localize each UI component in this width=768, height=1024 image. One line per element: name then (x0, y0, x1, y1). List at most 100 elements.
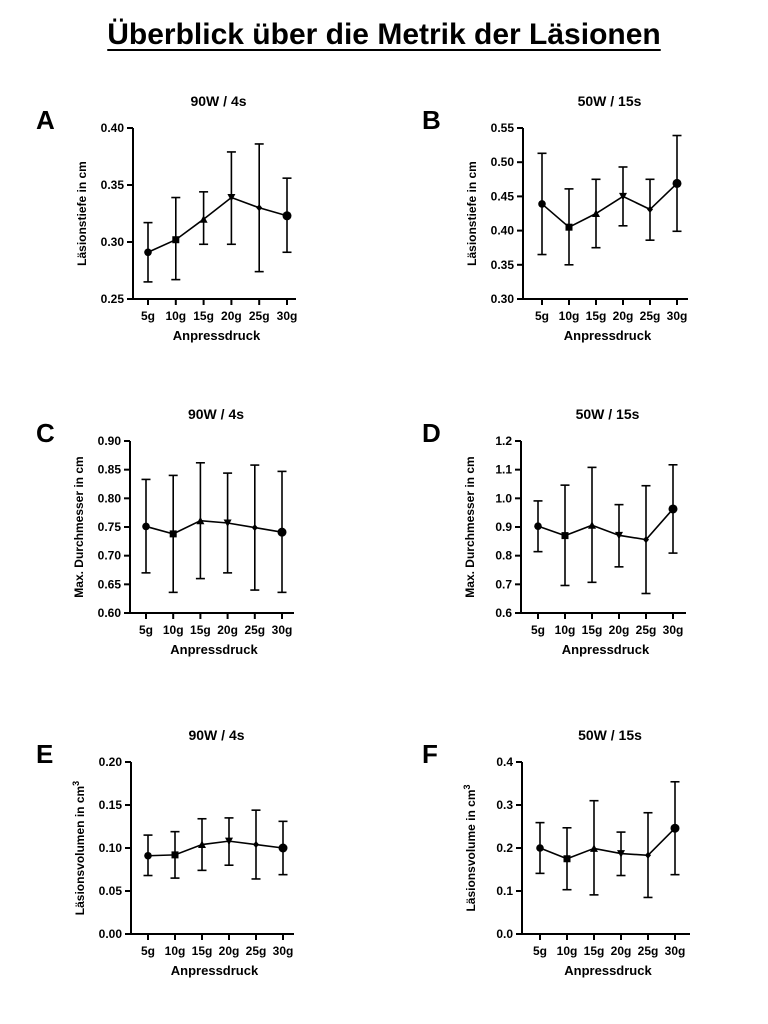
data-point-marker (144, 248, 152, 257)
y-axis-label: Läsionsvolumen in cm3 (71, 781, 87, 915)
y-tick-label: 0.30 (101, 235, 125, 249)
panel-letter: C (36, 418, 55, 448)
x-axis-label: Anpressdruck (170, 642, 258, 657)
chart-title: 90W / 4s (188, 727, 244, 743)
data-point-marker (563, 855, 571, 863)
y-tick-label: 0.85 (98, 463, 122, 477)
chart-panel-d: D 50W / 15s 0.6 0.7 0.8 0.9 1.0 1.1 1.2 5g 10g 15g 2… (422, 406, 686, 657)
chart-title: 50W / 15s (576, 406, 640, 422)
data-point-marker (619, 192, 627, 201)
y-tick-label: 0.05 (99, 884, 123, 898)
y-tick-label: 0.2 (496, 841, 513, 855)
y-axis-label: Läsionstiefe in cm (75, 161, 89, 266)
data-point-marker (142, 522, 150, 531)
x-tick-label: 20g (221, 309, 242, 323)
data-point-marker (592, 209, 600, 217)
chart-panel-e: E 90W / 4s 0.00 0.05 0.10 0.15 0.20 5g 10g 15g 20g… (36, 727, 294, 978)
x-tick-label: 15g (582, 623, 603, 637)
x-tick-label: 30g (663, 623, 684, 637)
y-tick-label: 1.0 (495, 491, 512, 505)
x-tick-label: 20g (219, 944, 240, 958)
x-tick-label: 20g (613, 309, 634, 323)
data-point-marker (672, 178, 682, 188)
panel-letter: B (422, 105, 441, 135)
panel-letter: A (36, 105, 55, 135)
x-axis-label: Anpressdruck (173, 328, 261, 343)
x-tick-label: 5g (533, 944, 547, 958)
data-point-marker (647, 205, 653, 213)
x-tick-label: 30g (277, 309, 298, 323)
data-point-marker (227, 194, 236, 202)
chart-title: 90W / 4s (190, 93, 246, 109)
x-tick-label: 5g (141, 944, 155, 958)
x-tick-label: 15g (190, 623, 211, 637)
y-axis-label-superscript: 3 (71, 781, 81, 786)
data-point-marker (196, 516, 205, 525)
data-point-marker (172, 236, 180, 244)
panel-letter: E (36, 739, 53, 769)
y-axis-label: Läsionsvolume in cm3 (462, 784, 478, 911)
x-tick-label: 30g (667, 309, 688, 323)
x-axis-label: Anpressdruck (564, 963, 652, 978)
data-point-marker (199, 215, 208, 223)
y-tick-label: 0.90 (98, 434, 122, 448)
page-title: Überblick über die Metrik der Läsionen (107, 18, 661, 51)
chart-panel-f: F 50W / 15s 0.0 0.1 0.2 0.3 0.4 5g 10g 15g 20g 25g 3… (422, 727, 690, 978)
data-point-marker (282, 211, 292, 221)
series-line (539, 827, 676, 860)
x-tick-label: 5g (141, 309, 155, 323)
x-tick-label: 15g (193, 309, 214, 323)
x-tick-label: 30g (272, 623, 293, 637)
data-point-marker (251, 524, 258, 532)
y-tick-label: 0.20 (99, 755, 123, 769)
y-tick-label: 0.35 (491, 258, 515, 272)
y-tick-label: 0.60 (98, 606, 122, 620)
y-tick-label: 0.80 (98, 491, 122, 505)
data-point-marker (536, 844, 544, 852)
data-point-marker (223, 519, 232, 527)
x-tick-label: 25g (638, 944, 659, 958)
y-tick-label: 0.25 (101, 292, 125, 306)
x-tick-label: 30g (665, 944, 686, 958)
x-axis-label: Anpressdruck (171, 963, 259, 978)
y-tick-label: 0.3 (496, 798, 513, 812)
data-point-marker (645, 851, 651, 859)
data-point-marker (588, 521, 596, 529)
x-tick-label: 15g (586, 309, 607, 323)
data-point-marker (538, 200, 546, 208)
x-tick-label: 15g (584, 944, 605, 958)
chart-panel-c: C 90W / 4s 0.60 0.65 0.70 0.75 0.80 0.85 0.90 5g 1… (36, 406, 294, 657)
y-tick-label: 0.40 (491, 224, 515, 238)
x-tick-label: 10g (555, 623, 576, 637)
chart-panel-a: A 90W / 4s 0.25 0.30 0.35 0.40 5g 10g 15g 20g 25g 3… (36, 93, 297, 343)
x-tick-label: 10g (165, 944, 186, 958)
data-point-marker (277, 527, 287, 537)
y-axis-label: Max. Durchmesser in cm (463, 456, 477, 597)
series-line (147, 840, 284, 857)
y-tick-label: 1.2 (495, 434, 512, 448)
y-axis-label-superscript: 3 (462, 784, 472, 789)
y-tick-label: 1.1 (495, 463, 512, 477)
x-tick-label: 10g (165, 309, 186, 323)
y-tick-label: 0.30 (491, 292, 515, 306)
y-tick-label: 0.9 (495, 520, 512, 534)
series-line (541, 182, 678, 229)
x-tick-label: 10g (559, 309, 580, 323)
data-point-marker (169, 530, 177, 538)
data-point-marker (615, 531, 623, 540)
y-tick-label: 0.6 (495, 606, 512, 620)
x-tick-label: 10g (557, 944, 578, 958)
y-axis-label: Max. Durchmesser in cm (72, 456, 86, 597)
series-line (537, 508, 674, 541)
x-tick-label: 5g (535, 309, 549, 323)
y-tick-label: 0.4 (496, 755, 513, 769)
x-tick-label: 30g (273, 944, 294, 958)
x-tick-label: 25g (636, 623, 657, 637)
data-point-marker (278, 843, 288, 853)
data-point-marker (590, 844, 598, 852)
chart-panel-b: B 50W / 15s 0.30 0.35 0.40 0.45 0.50 0.55 5g 10g 1… (422, 93, 688, 343)
x-tick-label: 15g (192, 944, 213, 958)
y-tick-label: 0.65 (98, 577, 122, 591)
x-tick-label: 10g (163, 623, 184, 637)
data-point-marker (670, 823, 680, 833)
